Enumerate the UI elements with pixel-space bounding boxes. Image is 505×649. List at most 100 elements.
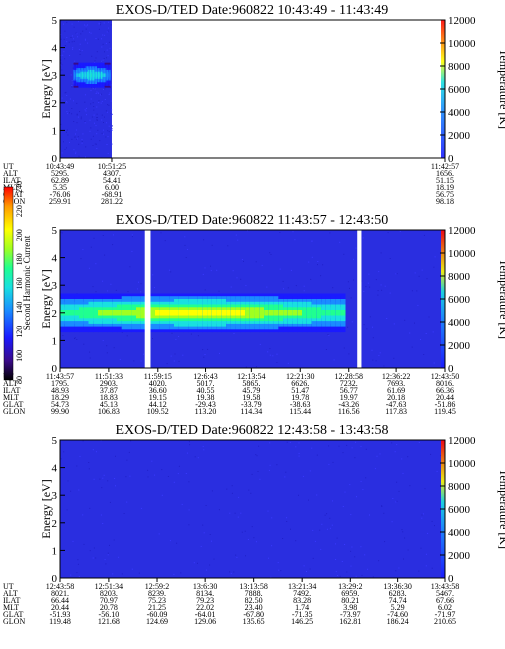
noise-pixel [269, 348, 271, 350]
noise-pixel [362, 237, 364, 239]
panel-3-title: EXOS-D/TED Date:960822 12:43:58 - 13:43:… [116, 423, 389, 438]
noise-pixel [432, 331, 434, 333]
noise-pixel [407, 549, 409, 551]
info-cell: 13:6:30 [193, 582, 217, 591]
noise-pixel [88, 462, 90, 463]
noise-pixel [91, 116, 93, 118]
noise-pixel [279, 268, 281, 270]
noise-pixel [332, 287, 334, 289]
info-cell: 19.38 [197, 393, 215, 402]
noise-pixel [204, 289, 206, 291]
y2-tick-label: 8000 [448, 61, 471, 73]
noise-pixel [95, 263, 97, 265]
noise-pixel [202, 445, 204, 447]
noise-pixel [147, 469, 149, 471]
noise-pixel [286, 441, 288, 443]
band-cell [259, 310, 265, 316]
noise-pixel [95, 93, 97, 94]
noise-pixel [73, 40, 75, 42]
noise-pixel [109, 544, 110, 546]
noise-pixel [102, 235, 104, 236]
noise-pixel [436, 470, 438, 472]
info-cell: 6626. [291, 379, 309, 388]
noise-pixel [372, 326, 373, 328]
noise-pixel [171, 332, 173, 334]
band-cell [292, 310, 298, 316]
noise-pixel [423, 234, 425, 236]
noise-pixel [327, 334, 329, 335]
noise-pixel [104, 116, 105, 118]
band-cell [117, 310, 123, 316]
noise-pixel [350, 550, 352, 552]
noise-pixel [402, 531, 404, 533]
noise-pixel [89, 550, 91, 552]
noise-pixel [287, 287, 289, 289]
info-cell: 4307. [103, 169, 121, 178]
noise-pixel [105, 563, 107, 565]
noise-pixel [106, 111, 108, 113]
noise-pixel [298, 455, 300, 457]
noise-pixel [365, 477, 367, 479]
band-cell [159, 310, 165, 316]
noise-pixel [70, 37, 72, 38]
band-cell [85, 73, 87, 77]
noise-pixel [396, 444, 398, 446]
noise-pixel [389, 258, 391, 259]
noise-pixel [234, 512, 236, 514]
y2-tick-label: 10000 [448, 38, 476, 50]
info-cell: 40.55 [197, 386, 215, 395]
band-cell [155, 310, 161, 316]
info-cell: 19.58 [242, 393, 260, 402]
info-cell: 12:36:22 [382, 372, 410, 381]
noise-pixel [73, 38, 75, 40]
band-cell [202, 310, 208, 316]
y-tick-label: 0 [52, 153, 58, 165]
info-cell: 44.12 [149, 400, 167, 409]
noise-pixel [211, 540, 212, 542]
noise-pixel [354, 457, 356, 459]
info-cell: -74.60 [387, 610, 408, 619]
noise-pixel [312, 529, 314, 531]
info-cell: -76.06 [50, 190, 71, 199]
noise-pixel [168, 269, 170, 271]
info-cell: 61.69 [387, 386, 405, 395]
noise-pixel [73, 121, 75, 122]
noise-pixel [82, 133, 84, 135]
y2-tick-label: 2000 [448, 550, 471, 562]
info-cell: -56.10 [99, 610, 120, 619]
noise-pixel [431, 520, 433, 522]
noise-pixel [368, 273, 370, 275]
noise-pixel [79, 455, 81, 457]
noise-pixel [101, 132, 103, 134]
noise-pixel [425, 565, 427, 567]
noise-pixel [72, 82, 74, 84]
noise-pixel [77, 563, 79, 565]
noise-pixel [87, 42, 89, 44]
y2-tick-label: 8000 [448, 271, 471, 283]
info-cell: 74.74 [389, 596, 407, 605]
noise-pixel [404, 319, 406, 321]
noise-pixel [107, 30, 109, 32]
info-cell: 23.40 [245, 603, 263, 612]
noise-pixel [431, 567, 433, 569]
noise-pixel [112, 244, 114, 246]
noise-pixel [423, 354, 425, 355]
noise-pixel [332, 461, 334, 463]
info-cell: 18.29 [51, 393, 69, 402]
noise-pixel [74, 338, 75, 339]
noise-pixel [60, 458, 62, 460]
noise-pixel [63, 51, 65, 53]
noise-pixel [112, 573, 114, 575]
band-cell [69, 310, 75, 316]
noise-pixel [240, 278, 242, 280]
noise-pixel [113, 347, 115, 349]
info-cell: 79.23 [196, 596, 214, 605]
noise-pixel [66, 102, 68, 104]
noise-pixel [102, 34, 104, 36]
noise-pixel [101, 60, 103, 62]
noise-pixel [103, 474, 105, 476]
info-cell: 10:51:25 [98, 162, 126, 171]
noise-pixel [79, 50, 81, 52]
noise-pixel [372, 337, 374, 339]
band-cell [297, 310, 303, 316]
